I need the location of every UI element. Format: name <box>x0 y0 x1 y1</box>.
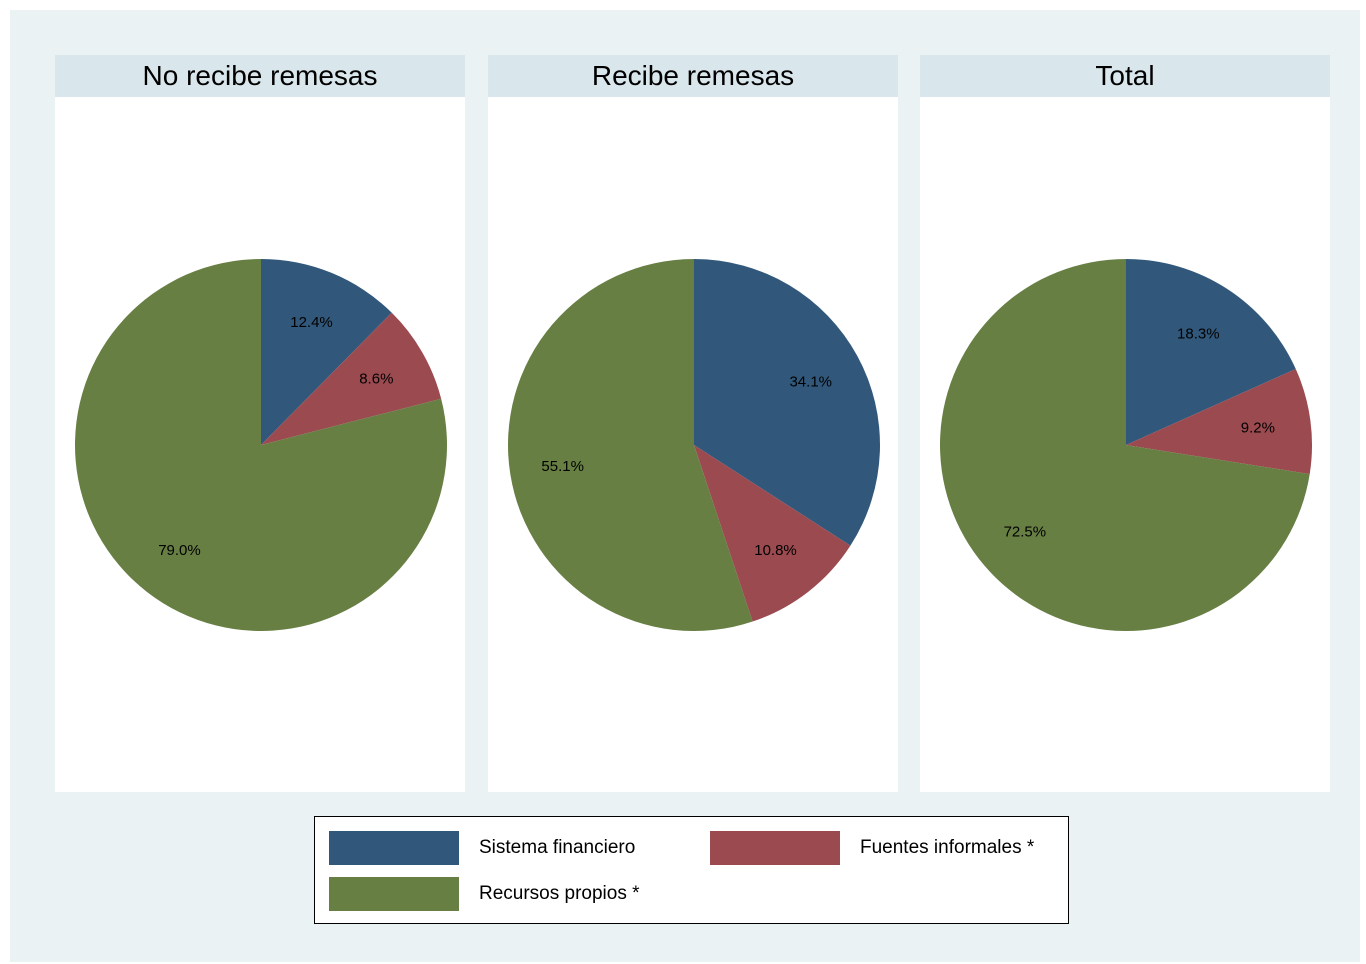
legend-label: Sistema financiero <box>479 837 636 858</box>
panel-title: Recibe remesas <box>488 55 898 97</box>
pie-slice-recursos-propios <box>507 259 753 631</box>
pie-data-label: 8.6% <box>359 371 393 388</box>
pie-slice-sistema-financiero <box>1126 259 1296 445</box>
pie-slice-fuentes-informales <box>261 312 442 445</box>
pie-panel-no-recibe-remesas: No recibe remesas 12.4% 8.6% 79.0% <box>55 55 465 792</box>
figure-background: No recibe remesas 12.4% 8.6% 79.0% Recibe … <box>10 10 1360 962</box>
legend-label: Recursos propios * <box>479 883 640 904</box>
pie-data-label: 9.2% <box>1241 420 1275 437</box>
legend-swatch-sistema-financiero <box>329 831 459 865</box>
pie-chart-recibe-remesas: 34.1% 10.8% 55.1% <box>507 259 880 631</box>
panel-title: No recibe remesas <box>55 55 465 97</box>
pie-slice-recursos-propios <box>75 259 448 631</box>
panel-title: Total <box>920 55 1330 97</box>
pie-panel-total: Total 18.3% 9.2% 72.5% <box>920 55 1330 792</box>
pie-data-label: 72.5% <box>1004 523 1047 540</box>
pie-slice-sistema-financiero <box>261 259 392 445</box>
legend-label: Fuentes informales * <box>860 837 1035 858</box>
legend-swatch-fuentes-informales <box>710 831 840 865</box>
pie-slice-fuentes-informales <box>694 445 851 622</box>
pie-chart-no-recibe-remesas: 12.4% 8.6% 79.0% <box>75 259 448 631</box>
pie-data-label: 79.0% <box>158 542 201 559</box>
pie-data-label: 12.4% <box>290 314 333 331</box>
pie-chart-total: 18.3% 9.2% 72.5% <box>940 259 1312 631</box>
pie-data-label: 10.8% <box>754 542 797 559</box>
pie-panel-recibe-remesas: Recibe remesas 34.1% 10.8% 55.1% <box>488 55 898 792</box>
pie-slice-recursos-propios <box>940 259 1310 631</box>
pie-data-label: 18.3% <box>1177 325 1220 342</box>
pie-slice-fuentes-informales <box>1126 368 1312 475</box>
pie-data-label: 34.1% <box>789 373 832 390</box>
pie-slice-sistema-financiero <box>694 259 880 546</box>
pie-data-label: 55.1% <box>541 458 584 475</box>
legend: Sistema financiero Fuentes informales * … <box>314 816 1069 924</box>
legend-swatch-recursos-propios <box>329 877 459 911</box>
